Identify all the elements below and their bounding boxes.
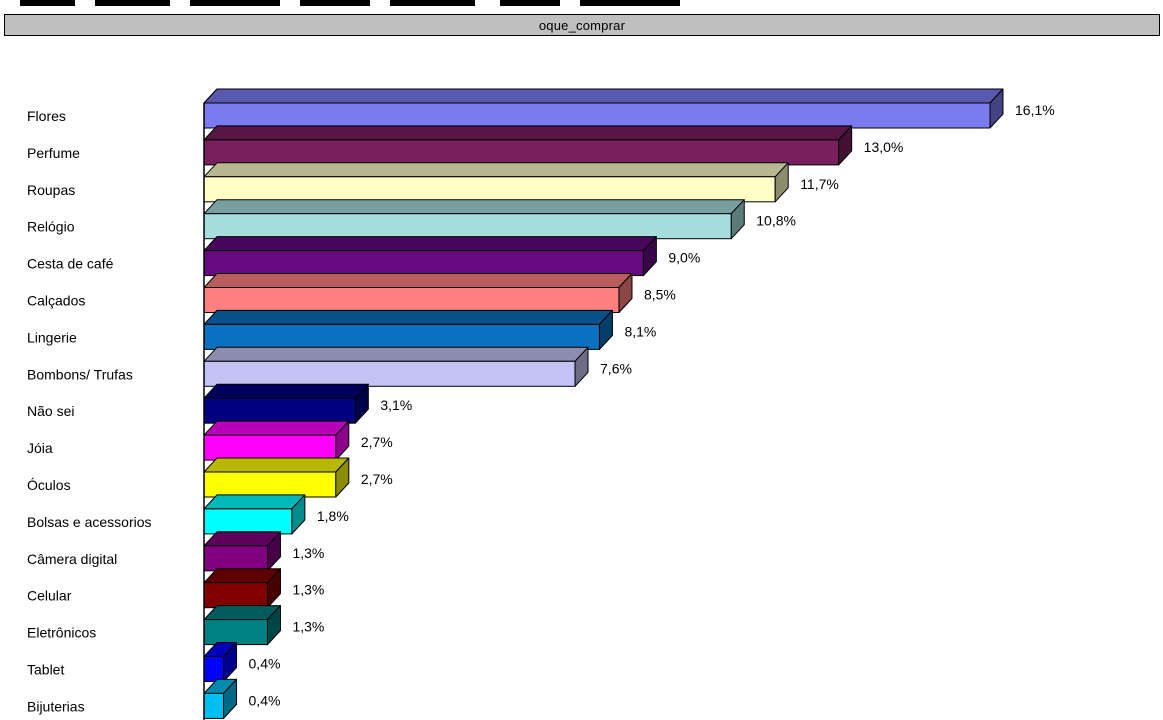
bar-side-face <box>335 457 350 498</box>
value-label: 7,6% <box>600 360 632 376</box>
value-label: 9,0% <box>668 250 700 266</box>
value-label: 13,0% <box>864 139 904 155</box>
category-label: Calçados <box>27 293 85 309</box>
category-label: Roupas <box>27 182 75 198</box>
bar-top-face <box>203 236 657 252</box>
bar-side-face <box>989 88 1004 129</box>
category-label: Câmera digital <box>27 551 117 567</box>
category-label: Bombons/ Trufas <box>27 366 133 382</box>
value-label: 3,1% <box>380 397 412 413</box>
category-label: Relógio <box>27 219 75 235</box>
bar-side-face <box>574 346 589 387</box>
bar-side-face <box>291 494 306 535</box>
value-label: 1,3% <box>292 545 324 561</box>
category-label: Bolsas e acessorios <box>27 514 152 530</box>
bar-top-face <box>203 125 853 141</box>
value-label: 11,7% <box>800 176 839 192</box>
bar-side-face <box>335 420 350 461</box>
bar-side-face <box>774 162 789 203</box>
bar <box>203 471 337 498</box>
category-label: Óculos <box>27 477 71 493</box>
bar <box>203 213 732 240</box>
bar-side-face <box>223 642 238 682</box>
value-label: 0,4% <box>249 692 281 708</box>
bar-top-face <box>203 457 350 473</box>
bar <box>203 287 620 313</box>
bar <box>203 139 840 166</box>
value-label: 2,7% <box>361 471 393 487</box>
bar <box>203 176 776 203</box>
value-label: 1,3% <box>292 619 324 635</box>
value-label: 16,1% <box>1015 102 1055 118</box>
bar-top-face <box>203 383 369 399</box>
category-label: Eletrônicos <box>27 625 96 641</box>
bar-top-face <box>203 199 745 215</box>
bar <box>203 692 225 719</box>
bar <box>203 102 991 129</box>
category-label: Celular <box>27 588 72 604</box>
bar-top-face <box>203 273 633 288</box>
value-label: 8,5% <box>644 287 676 303</box>
category-label: Lingerie <box>27 329 77 345</box>
category-label: Tablet <box>27 662 64 678</box>
bar <box>203 397 356 424</box>
bar <box>203 656 225 682</box>
category-label: Jóia <box>27 440 53 456</box>
bar-side-face <box>223 678 238 719</box>
bar-top-face <box>203 420 350 436</box>
chart-title: oque_comprar <box>538 17 626 33</box>
bar-top-face <box>203 309 613 325</box>
value-label: 2,7% <box>361 434 393 450</box>
category-label: Perfume <box>27 145 80 161</box>
bar-side-face <box>838 125 853 166</box>
cropped-top-edge <box>0 0 1163 7</box>
bar <box>203 250 644 277</box>
bar-side-face <box>730 199 745 240</box>
bar <box>203 508 293 535</box>
category-label: Não sei <box>27 403 74 419</box>
bar-side-face <box>642 236 657 277</box>
bar <box>203 619 268 646</box>
value-label: 10,8% <box>756 213 796 229</box>
category-label: Bijuterias <box>27 698 85 714</box>
value-label: 1,8% <box>317 508 349 524</box>
value-label: 8,1% <box>624 323 656 339</box>
bar-top-face <box>203 494 306 510</box>
bar-side-face <box>598 309 613 350</box>
category-label: Flores <box>27 108 66 124</box>
bar <box>203 360 576 387</box>
bar-side-face <box>266 605 281 646</box>
bar-top-face <box>203 162 789 178</box>
bar-side-face <box>354 383 369 424</box>
value-label: 0,4% <box>249 656 281 672</box>
category-label: Cesta de café <box>27 256 114 272</box>
bar-side-face <box>266 531 281 572</box>
bar <box>203 323 600 350</box>
value-label: 1,3% <box>292 582 324 598</box>
chart-title-bar: oque_comprar <box>4 14 1160 36</box>
bar-side-face <box>618 273 633 313</box>
bar <box>203 582 268 609</box>
bar-top-face <box>203 346 589 362</box>
bar-side-face <box>266 568 281 609</box>
bar <box>203 545 268 572</box>
bar-top-face <box>203 88 1004 104</box>
bar <box>203 434 337 461</box>
